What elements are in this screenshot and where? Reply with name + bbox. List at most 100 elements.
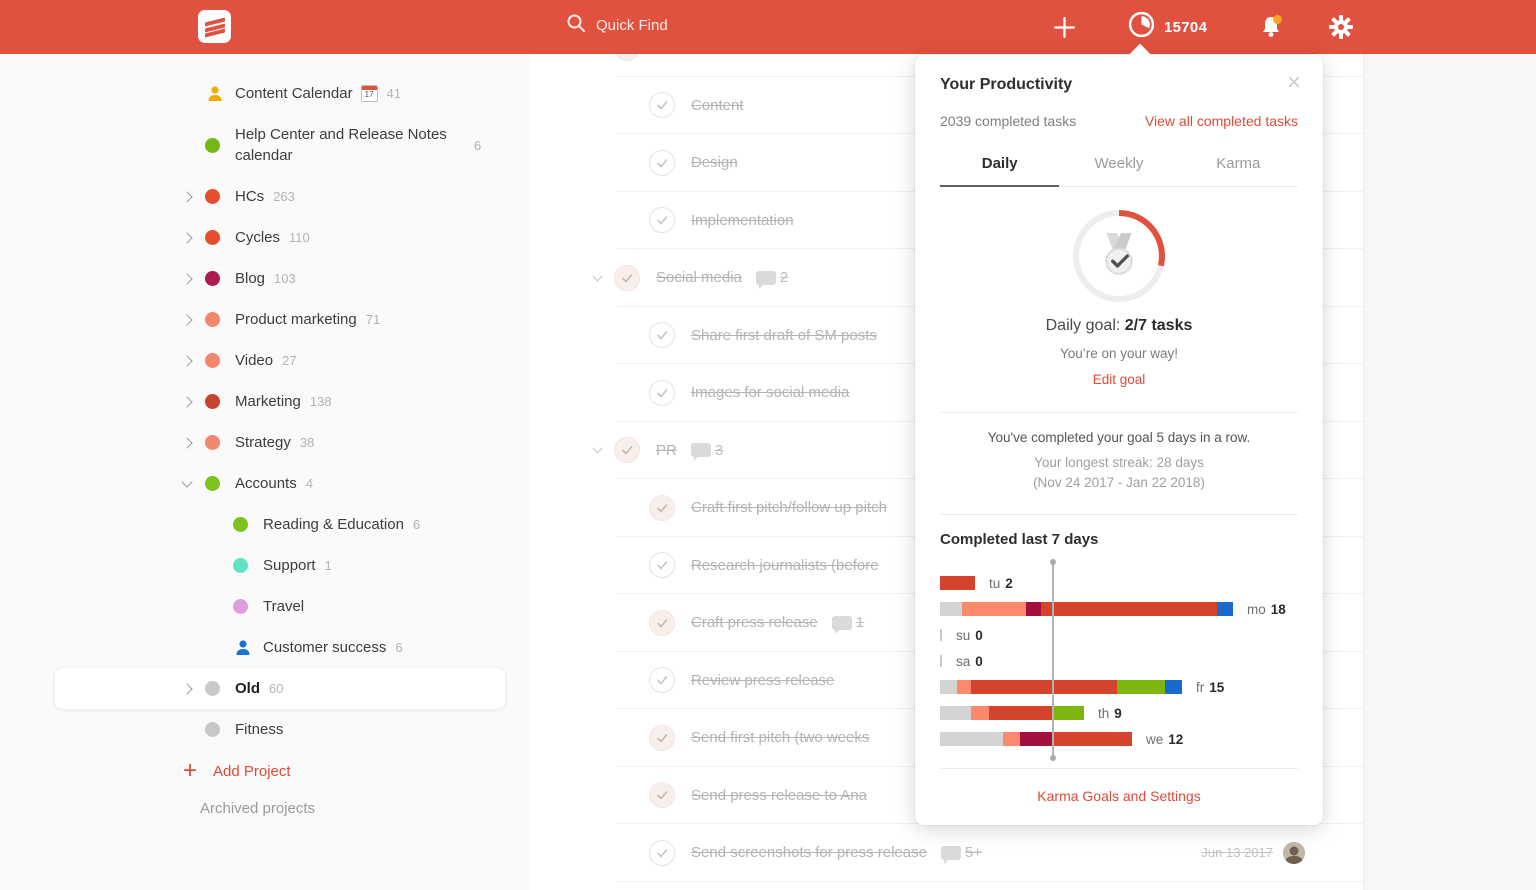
archived-projects-link[interactable]: Archived projects <box>200 800 316 817</box>
day-value: 2 <box>1005 575 1013 591</box>
task-checkbox[interactable] <box>614 437 640 464</box>
chevron-slot <box>181 395 205 408</box>
shared-project-icon <box>205 84 235 104</box>
task-checkbox[interactable] <box>649 609 675 636</box>
task-row[interactable]: Send screenshots for press release 5+ Jun … <box>530 824 1363 882</box>
sidebar-item-blog[interactable]: Blog 103 <box>55 258 505 299</box>
close-icon[interactable]: × <box>1286 69 1301 96</box>
notifications-button[interactable] <box>1258 0 1284 54</box>
view-all-completed-link[interactable]: View all completed tasks <box>1144 113 1298 129</box>
tab-daily[interactable]: Daily <box>940 155 1060 187</box>
task-date: Jun 13 2017 <box>1201 845 1273 861</box>
project-color-dot <box>205 230 235 245</box>
bar-segment-red <box>989 706 1052 720</box>
project-label: Accounts <box>235 475 297 492</box>
chevron-right-icon[interactable] <box>181 354 193 367</box>
sidebar-item-support[interactable]: Support 1 <box>55 545 505 586</box>
chevron-right-icon[interactable] <box>181 313 193 326</box>
sidebar-item-customer-success[interactable]: Customer success 6 <box>55 627 505 668</box>
chevron-right-icon[interactable] <box>181 272 193 285</box>
project-label: Cycles <box>235 229 281 246</box>
chevron-down-icon[interactable] <box>181 476 193 488</box>
project-color-dot <box>205 312 235 327</box>
tab-karma[interactable]: Karma <box>1216 155 1261 172</box>
task-checkbox[interactable] <box>649 92 675 119</box>
task-checkbox[interactable] <box>649 149 675 176</box>
task-label: Craft press release <box>691 614 818 632</box>
project-count: 60 <box>269 681 284 696</box>
karma-goals-settings-link[interactable]: Karma Goals and Settings <box>1037 788 1201 804</box>
day-label: th <box>1098 705 1110 721</box>
task-checkbox[interactable] <box>649 724 675 751</box>
sidebar-item-marketing[interactable]: Marketing 138 <box>55 381 505 422</box>
day-value: 18 <box>1270 601 1286 617</box>
task-label: Images for social media <box>691 384 850 402</box>
tab-weekly[interactable]: Weekly <box>1094 155 1144 172</box>
task-checkbox[interactable] <box>649 494 675 521</box>
chevron-right-icon[interactable] <box>181 190 193 203</box>
sidebar-item-travel[interactable]: Travel <box>55 586 505 627</box>
task-checkbox[interactable] <box>649 667 675 694</box>
project-dot <box>205 476 220 491</box>
bar-segment-gray <box>940 732 1003 746</box>
chevron-slot <box>181 313 205 326</box>
sidebar-item-fitness[interactable]: Fitness <box>55 709 505 750</box>
todoist-logo-icon[interactable] <box>198 10 231 43</box>
add-task-button[interactable] <box>1052 0 1077 54</box>
project-color-dot <box>205 681 235 696</box>
sidebar-item-hcs[interactable]: HCs 263 <box>55 176 505 217</box>
project-count: 4 <box>305 476 313 491</box>
task-checkbox[interactable] <box>649 839 675 866</box>
calendar-day: 17 <box>364 90 374 99</box>
sidebar-item-content-calendar[interactable]: Content Calendar 17 41 <box>55 73 505 114</box>
task-label: Craft first pitch/follow up pitch <box>691 499 887 517</box>
edit-goal-link[interactable]: Edit goal <box>1092 372 1146 387</box>
chevron-slot <box>181 190 205 203</box>
chevron-right-icon[interactable] <box>181 682 193 695</box>
sidebar-item-accounts[interactable]: Accounts 4 <box>55 463 505 504</box>
chevron-right-icon[interactable] <box>181 436 193 449</box>
chevron-right-icon[interactable] <box>181 395 193 408</box>
sidebar-item-cycles[interactable]: Cycles 110 <box>55 217 505 258</box>
add-project-button[interactable]: + Add Project <box>183 759 530 783</box>
sidebar-item-old[interactable]: Old 60 <box>55 668 505 709</box>
comment-count: 5+ <box>964 844 983 862</box>
divider <box>940 768 1298 769</box>
settings-gear-icon[interactable] <box>1328 0 1354 54</box>
task-checkbox[interactable] <box>649 552 675 579</box>
sidebar-item-strategy[interactable]: Strategy 38 <box>55 422 505 463</box>
task-checkbox[interactable] <box>614 264 640 291</box>
bar-segment-blue <box>1217 602 1233 616</box>
sidebar-item-video[interactable]: Video 27 <box>55 340 505 381</box>
task-checkbox[interactable] <box>649 322 675 349</box>
chevron-slot <box>181 682 205 695</box>
task-checkbox[interactable] <box>649 379 675 406</box>
quick-find-search[interactable]: Quick Find <box>566 13 668 38</box>
chevron-right-icon[interactable] <box>181 231 193 244</box>
bar-segment-salmon <box>1003 732 1020 746</box>
comment-indicator: 3 <box>690 442 723 462</box>
assignee-avatar <box>1283 841 1305 864</box>
karma-button[interactable]: 15704 <box>1128 0 1207 54</box>
sidebar-item-reading-education[interactable]: Reading & Education 6 <box>55 504 505 545</box>
sidebar-item-product-marketing[interactable]: Product marketing 71 <box>55 299 505 340</box>
project-label: Blog <box>235 270 266 287</box>
karma-clock-icon <box>1128 11 1155 43</box>
chevron-down-icon[interactable] <box>592 443 603 454</box>
day-value: 0 <box>975 627 983 643</box>
task-checkbox[interactable] <box>649 207 675 234</box>
project-count: 6 <box>474 137 482 153</box>
project-label: Marketing <box>235 393 301 410</box>
sidebar-item-help-center-and-release-notes-calendar[interactable]: Help Center and Release Notes calendar 6 <box>55 114 505 176</box>
task-checkbox[interactable] <box>649 782 675 809</box>
comment-indicator: 1 <box>831 614 864 634</box>
project-dot <box>205 353 220 368</box>
chevron-down-icon[interactable] <box>592 271 603 282</box>
chevron-slot <box>181 354 205 367</box>
task-label: Share first draft of SM posts <box>691 326 877 344</box>
day-value: 0 <box>975 653 983 669</box>
chart-row-mo: mo 18 <box>940 596 1310 622</box>
divider <box>940 412 1298 413</box>
shared-project-icon <box>233 638 263 658</box>
